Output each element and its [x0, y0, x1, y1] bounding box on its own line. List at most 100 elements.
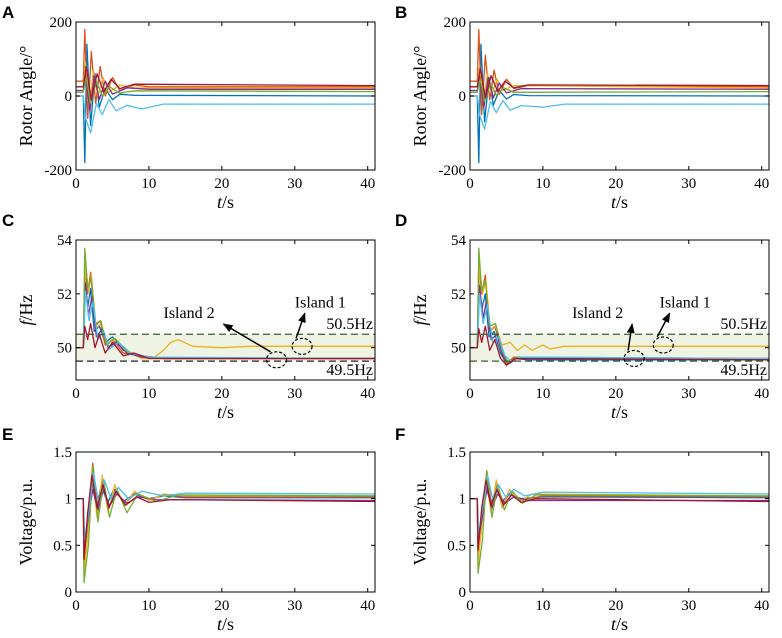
- x-tick-label: 0: [72, 598, 80, 614]
- panel-d: D 50.5Hz 49.5Hz Island 1 Island 2 0 10 20 30 40 50…: [395, 211, 770, 422]
- series-line-bus-5: [470, 470, 769, 574]
- x-tick-label: 30: [681, 386, 696, 402]
- series-line-bus-7: [470, 479, 769, 551]
- y-axis-label: Rotor Angle/°: [16, 46, 36, 147]
- x-tick-label: 20: [214, 386, 229, 402]
- x-tick-label: 0: [466, 598, 474, 614]
- y-tick-label: -200: [439, 163, 467, 179]
- island-arrow: [656, 312, 671, 338]
- panel-c: C 50.5Hz 49.5Hz Island 1 Island 2 0 10 20 30 40 50…: [2, 211, 376, 422]
- y-tick-label: 200: [50, 15, 73, 31]
- x-tick-label: 40: [360, 176, 375, 192]
- y-axis-label: f/Hz: [410, 294, 430, 325]
- series-line-gen-7: [470, 67, 769, 99]
- panel-letter: C: [2, 211, 14, 230]
- axes-frame: [469, 451, 770, 593]
- panel-f: F 0 10 20 30 40 0 0.5 1 1.5 t/s Voltage/p.u.: [395, 425, 770, 634]
- y-tick-label: 0.5: [447, 538, 466, 554]
- axes-frame: [469, 239, 770, 381]
- x-axis-label: t/s: [611, 614, 628, 634]
- x-tick-label: 20: [214, 176, 229, 192]
- x-tick-label: 10: [141, 598, 156, 614]
- y-tick-label: 0: [65, 585, 73, 601]
- x-tick-label: 40: [754, 176, 769, 192]
- y-tick-label: -200: [45, 163, 73, 179]
- y-tick-label: 1.5: [447, 445, 466, 461]
- y-tick-label: 54: [451, 233, 467, 249]
- x-tick-label: 30: [287, 386, 302, 402]
- series-line-bus-2: [76, 462, 375, 565]
- y-tick-label: 1: [65, 492, 73, 508]
- axes-frame: [75, 239, 376, 381]
- x-axis-label: t/s: [217, 402, 234, 422]
- threshold-label: 50.5Hz: [326, 316, 373, 333]
- x-axis-label: t/s: [217, 614, 234, 634]
- series-line-gen-7: [76, 65, 375, 101]
- series-line-gen-7: [470, 325, 769, 366]
- x-tick-label: 0: [466, 386, 474, 402]
- panel-e: E 0 10 20 30 40 0 0.5 1 1.5 t/s Voltage/p.u.: [2, 425, 376, 634]
- island-arrow: [295, 312, 306, 339]
- series-line-bus-7: [76, 474, 375, 560]
- x-tick-label: 0: [72, 386, 80, 402]
- y-tick-label: 50: [451, 341, 466, 357]
- series-line-bus-3: [76, 470, 375, 574]
- series-line-gen-5: [76, 76, 375, 105]
- x-tick-label: 30: [681, 176, 696, 192]
- x-tick-label: 40: [754, 386, 769, 402]
- y-axis-label: f/Hz: [16, 294, 36, 325]
- x-tick-label: 30: [287, 176, 302, 192]
- y-tick-label: 0: [459, 89, 467, 105]
- x-tick-label: 20: [214, 598, 229, 614]
- x-tick-label: 0: [72, 176, 80, 192]
- series-line-bus-6: [470, 474, 769, 537]
- island-label: Island 1: [660, 294, 711, 311]
- panel-letter: B: [395, 3, 407, 22]
- x-tick-label: 40: [360, 598, 375, 614]
- island-label: Island 2: [572, 305, 623, 322]
- x-tick-label: 40: [754, 598, 769, 614]
- x-tick-label: 20: [608, 176, 623, 192]
- series-line-gen-5: [470, 78, 769, 103]
- island-label: Island 1: [295, 294, 346, 311]
- series-line-gen-6: [470, 95, 769, 130]
- series-line-gen-1: [76, 43, 375, 164]
- x-tick-label: 40: [360, 386, 375, 402]
- y-axis-label: Voltage/p.u.: [16, 479, 36, 566]
- y-tick-label: 54: [57, 233, 73, 249]
- threshold-label: 49.5Hz: [326, 362, 373, 379]
- panel-letter: A: [2, 3, 14, 22]
- y-tick-label: 0: [459, 585, 467, 601]
- y-tick-label: 0: [65, 89, 73, 105]
- threshold-label: 49.5Hz: [720, 362, 767, 379]
- island-marker-circle: [265, 351, 288, 369]
- panel-letter: D: [395, 211, 407, 230]
- island-label: Island 2: [164, 305, 215, 322]
- y-tick-label: 52: [57, 287, 72, 303]
- y-axis-label: Voltage/p.u.: [410, 479, 430, 566]
- panel-letter: E: [2, 425, 13, 444]
- series-line-bus-2: [470, 470, 769, 556]
- x-tick-label: 10: [141, 176, 156, 192]
- x-tick-label: 10: [535, 386, 550, 402]
- x-tick-label: 10: [535, 598, 550, 614]
- x-axis-label: t/s: [611, 402, 628, 422]
- series-line-bus-3: [470, 474, 769, 565]
- series-line-gen-1: [470, 43, 769, 164]
- x-tick-label: 0: [466, 176, 474, 192]
- series-line-bus-5: [76, 465, 375, 584]
- island-marker-circle: [652, 336, 674, 354]
- y-tick-label: 200: [444, 15, 467, 31]
- panel-letter: F: [395, 425, 405, 444]
- island-arrow: [626, 323, 635, 351]
- y-tick-label: 1.5: [53, 445, 72, 461]
- x-axis-label: t/s: [611, 192, 628, 212]
- series-line-gen-2: [470, 28, 769, 116]
- y-axis-label: Rotor Angle/°: [410, 46, 430, 147]
- x-tick-label: 20: [608, 598, 623, 614]
- x-axis-label: t/s: [217, 192, 234, 212]
- island-marker-circle: [291, 337, 313, 355]
- threshold-label: 50.5Hz: [720, 316, 767, 333]
